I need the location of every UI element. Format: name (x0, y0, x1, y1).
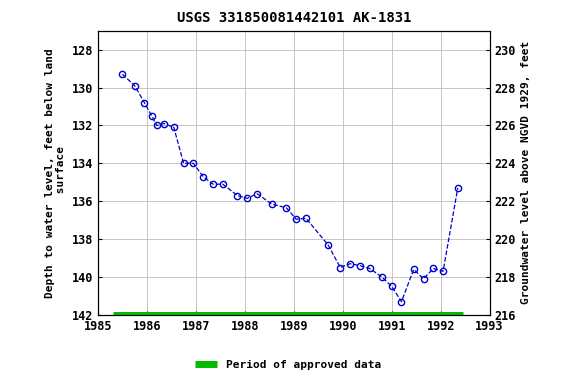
Y-axis label: Depth to water level, feet below land
 surface: Depth to water level, feet below land su… (44, 48, 66, 298)
Legend: Period of approved data: Period of approved data (191, 355, 385, 375)
Title: USGS 331850081442101 AK-1831: USGS 331850081442101 AK-1831 (176, 12, 411, 25)
Y-axis label: Groundwater level above NGVD 1929, feet: Groundwater level above NGVD 1929, feet (521, 41, 532, 305)
